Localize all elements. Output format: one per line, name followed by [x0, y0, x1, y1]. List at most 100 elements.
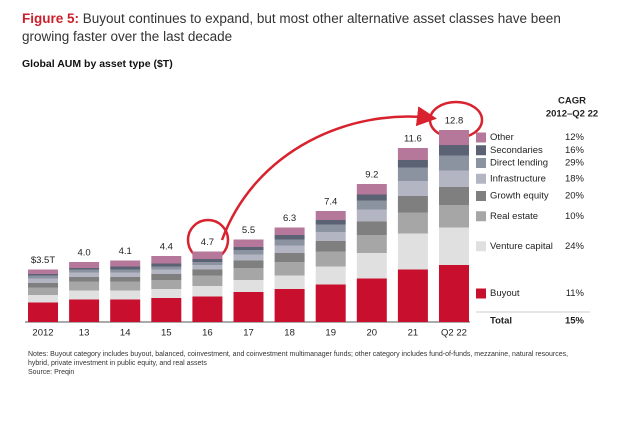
x-tick-label: 17: [243, 328, 254, 339]
legend-swatch: [476, 288, 486, 299]
bar-segment: [315, 241, 346, 252]
bar-segment: [356, 209, 387, 222]
chart-subtitle: Global AUM by asset type ($T): [22, 58, 173, 70]
bar-segment: [28, 302, 58, 322]
bar-segment: [315, 251, 346, 267]
bar-segment: [356, 235, 387, 253]
bar-segment: [28, 275, 58, 279]
bar-segment: [192, 262, 223, 265]
bar-segment: [110, 260, 141, 267]
title-text: Buyout continues to expand, but most oth…: [22, 11, 561, 44]
bar-segment: [356, 278, 387, 322]
bar-segment: [315, 224, 346, 232]
bar-segment: [233, 250, 264, 255]
total-label: 5.5: [242, 225, 255, 236]
trend-arrow: [220, 106, 437, 241]
x-tick-label: 16: [202, 328, 213, 339]
bar-segment: [28, 287, 58, 295]
cagr-subtitle: 2012–Q2 22: [546, 109, 598, 120]
bar-segment: [274, 235, 305, 240]
total-label: 12.8: [445, 116, 464, 127]
cagr-value: 12%: [565, 132, 585, 143]
bar-segment: [151, 256, 182, 264]
legend-swatch: [476, 191, 486, 201]
bar-segment: [110, 266, 141, 270]
bar-segment: [69, 268, 100, 270]
total-label: 6.3: [283, 213, 296, 224]
x-tick-label: Q2 22: [441, 328, 467, 339]
bar-segment: [315, 211, 346, 220]
legend-label: Direct lending: [490, 158, 548, 169]
bar-segment: [274, 289, 305, 322]
bar-segment: [151, 269, 182, 274]
bar-segment: [356, 200, 387, 210]
bar-segment: [356, 253, 387, 279]
legend-label: Secondaries: [490, 145, 543, 156]
total-label: 4.4: [160, 242, 173, 253]
bar-segment: [233, 260, 264, 268]
bar-segment: [439, 187, 469, 205]
bar-segment: [28, 269, 58, 274]
x-tick-label: 14: [120, 328, 131, 339]
bar-segment: [439, 130, 469, 145]
bar-segment: [439, 155, 469, 171]
bar-segment: [192, 265, 223, 270]
bar-segment: [110, 272, 141, 277]
bar-segment: [151, 298, 182, 322]
total-name: Total: [490, 316, 512, 327]
bar-segment: [439, 170, 469, 187]
bar-segment: [192, 259, 223, 262]
bar-segment: [315, 232, 346, 241]
bar-segment: [439, 265, 469, 322]
chart-title: Figure 5: Buyout continues to expand, bu…: [22, 10, 602, 46]
bar-segment: [397, 196, 428, 213]
bar-segment: [274, 262, 305, 276]
bar-segment: [233, 280, 264, 292]
cagr-value: 11%: [566, 288, 585, 299]
bar-segment: [397, 160, 428, 168]
bar-segment: [315, 266, 346, 285]
cagr-value: 20%: [565, 191, 585, 202]
total-label: 7.4: [324, 197, 337, 208]
legend-label: Infrastructure: [490, 173, 546, 184]
total-label: 9.2: [365, 170, 378, 181]
x-tick-label: 20: [367, 328, 378, 339]
legend-label: Venture capital: [490, 241, 553, 252]
source: Source: Preqin: [28, 369, 75, 376]
bar-segment: [439, 205, 469, 228]
bar-segment: [397, 233, 428, 270]
legend-swatch: [476, 173, 486, 184]
bar-segment: [151, 266, 182, 270]
bar-segment: [274, 245, 305, 253]
bar-segment: [28, 295, 58, 303]
x-tick-label: 21: [408, 328, 419, 339]
bar-segment: [274, 227, 305, 235]
bar-segment: [274, 253, 305, 262]
notes-text: Notes: Buyout category includes buyout, …: [28, 351, 569, 367]
bar-segment: [439, 145, 469, 156]
legend-swatch: [476, 241, 486, 252]
bar-segment: [110, 299, 141, 322]
x-tick-label: 15: [161, 328, 172, 339]
bar-segment: [151, 289, 182, 298]
bar-segment: [356, 184, 387, 195]
bar-segment: [315, 220, 346, 225]
bar-segment: [28, 274, 58, 276]
bar-segment: [110, 290, 141, 300]
bar-segment: [274, 275, 305, 289]
bar-segment: [356, 194, 387, 201]
bar-segment: [274, 239, 305, 246]
bar-segment: [397, 269, 428, 322]
bar-segment: [28, 278, 58, 283]
bar-segment: [69, 269, 100, 273]
cagr-value: 16%: [565, 145, 585, 156]
bar-segment: [192, 251, 223, 259]
cagr-value: 29%: [565, 158, 585, 169]
bar-segment: [192, 269, 223, 276]
figure-label: Figure 5:: [22, 11, 80, 26]
bar-segment: [110, 281, 141, 291]
bar-segment: [233, 254, 264, 261]
bar-segment: [233, 292, 264, 322]
legend-swatch: [476, 211, 486, 222]
